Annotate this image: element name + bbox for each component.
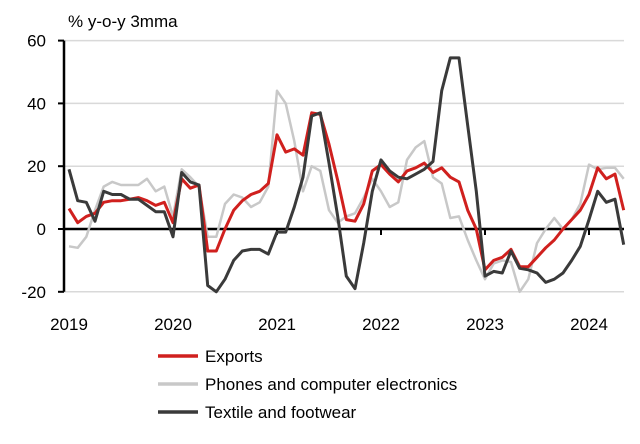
y-tick-label: 60 — [27, 32, 46, 51]
y-tick-label: 20 — [27, 157, 46, 176]
y-tick-label: 0 — [37, 220, 46, 239]
y-axis-label: % y-o-y 3mma — [68, 12, 178, 31]
x-tick-label: 2019 — [50, 315, 88, 334]
x-tick-label: 2020 — [154, 315, 192, 334]
y-tick-label: 40 — [27, 94, 46, 113]
x-tick-label: 2022 — [362, 315, 400, 334]
legend-label: Exports — [205, 347, 263, 366]
legend-label: Textile and footwear — [205, 403, 357, 422]
x-tick-label: 2024 — [570, 315, 608, 334]
series-line-textile-and-footwear — [67, 56, 626, 294]
y-tick-label: -20 — [21, 283, 46, 302]
series-line-exports — [67, 111, 626, 272]
x-tick-label: 2021 — [258, 315, 296, 334]
series-line-phones-and-computer-electronics — [68, 89, 625, 294]
x-tick-label: 2023 — [466, 315, 504, 334]
legend-label: Phones and computer electronics — [205, 375, 457, 394]
